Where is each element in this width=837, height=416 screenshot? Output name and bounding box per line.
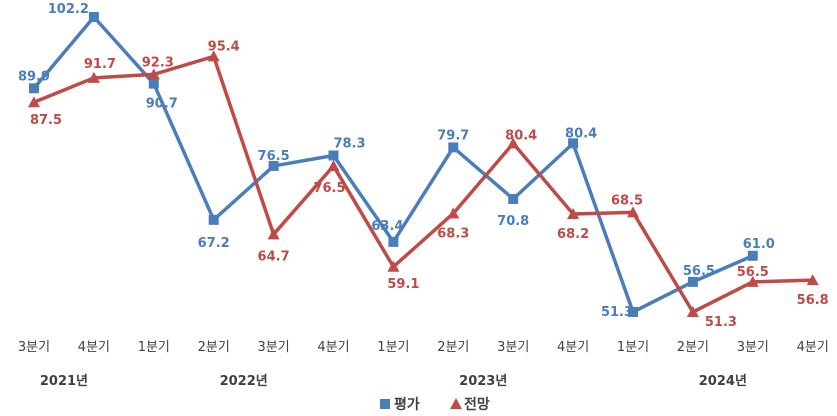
x-tick-label-1: 4분기 xyxy=(78,340,110,355)
x-axis: 3분기 4분기 1분기 2분기 3분기 4분기 1분기 2분기 3분기 4분기 1분기 2분기 3분기 4… xyxy=(18,340,829,389)
point-evaluation-4 xyxy=(268,160,279,171)
data-label-evaluation-10: 51.3 xyxy=(601,305,633,320)
year-label-0: 2021년 xyxy=(40,374,88,389)
point-evaluation-3 xyxy=(208,214,219,225)
x-tick-label-2: 1분기 xyxy=(138,340,170,355)
point-evaluation-2 xyxy=(148,78,159,89)
data-label-evaluation-7: 79.7 xyxy=(437,128,469,143)
point-forecast-9 xyxy=(567,208,580,220)
data-label-evaluation-8: 70.8 xyxy=(497,214,529,229)
point-forecast-1 xyxy=(87,71,100,83)
data-label-forecast-12: 56.5 xyxy=(737,265,769,280)
data-label-forecast-7: 68.3 xyxy=(437,226,469,241)
x-tick-label-12: 3분기 xyxy=(737,340,769,355)
data-label-forecast-4: 64.7 xyxy=(258,249,290,264)
point-evaluation-1 xyxy=(88,12,99,22)
point-forecast-8 xyxy=(507,137,520,149)
data-label-forecast-13: 56.8 xyxy=(797,293,829,308)
x-tick-label-8: 3분기 xyxy=(497,340,529,355)
x-tick-label-13: 4분기 xyxy=(797,340,829,355)
point-forecast-7 xyxy=(447,207,460,219)
data-label-evaluation-12: 61.0 xyxy=(743,237,775,252)
legend: 평가 전망 xyxy=(380,396,490,413)
x-tick-label-3: 2분기 xyxy=(198,340,230,355)
x-tick-label-10: 1분기 xyxy=(617,340,649,355)
year-label-1: 2022년 xyxy=(220,374,268,389)
data-label-evaluation-2: 90.7 xyxy=(146,97,178,112)
data-label-forecast-11: 51.3 xyxy=(705,315,737,330)
data-label-forecast-2: 92.3 xyxy=(142,55,174,70)
point-forecast-12 xyxy=(746,275,759,287)
x-tick-label-4: 3분기 xyxy=(257,340,289,355)
point-forecast-2 xyxy=(147,68,160,80)
point-evaluation-7 xyxy=(448,142,459,153)
point-evaluation-11 xyxy=(687,276,698,287)
point-forecast-13 xyxy=(806,274,819,286)
data-labels: 89.9 102.2 90.7 67.2 76.5 78.3 63.4 79.7 70.8 80.… xyxy=(18,2,829,330)
legend-marker-forecast xyxy=(450,398,462,409)
year-label-2: 2023년 xyxy=(459,374,507,389)
data-label-evaluation-6: 63.4 xyxy=(371,219,403,234)
year-label-3: 2024년 xyxy=(699,374,747,389)
x-tick-label-5: 4분기 xyxy=(317,340,349,355)
point-forecast-3 xyxy=(207,50,220,62)
legend-marker-evaluation xyxy=(380,399,390,409)
legend-label-forecast: 전망 xyxy=(464,396,490,413)
data-label-forecast-6: 59.1 xyxy=(387,277,419,292)
point-forecast-0 xyxy=(28,96,40,108)
series-line-forecast xyxy=(33,54,813,314)
data-label-evaluation-5: 78.3 xyxy=(333,137,365,152)
legend-label-evaluation: 평가 xyxy=(394,396,420,413)
point-evaluation-6 xyxy=(388,236,399,247)
point-forecast-5 xyxy=(327,159,340,171)
point-forecast-11 xyxy=(686,306,699,317)
data-label-forecast-1: 91.7 xyxy=(84,57,116,72)
point-forecast-4 xyxy=(267,228,280,240)
x-tick-label-6: 1분기 xyxy=(377,340,409,355)
data-label-evaluation-4: 76.5 xyxy=(258,149,290,164)
data-label-forecast-10: 68.5 xyxy=(611,193,643,208)
point-evaluation-10 xyxy=(628,307,638,317)
x-tick-label-7: 2분기 xyxy=(437,340,469,355)
point-forecast-10 xyxy=(627,206,639,218)
point-evaluation-0 xyxy=(29,83,39,94)
point-forecast-6 xyxy=(387,260,400,272)
data-label-evaluation-9: 80.4 xyxy=(565,126,597,141)
x-tick-label-11: 2분기 xyxy=(677,340,709,355)
point-evaluation-9 xyxy=(568,138,579,149)
data-label-forecast-5: 76.5 xyxy=(313,181,345,196)
data-label-evaluation-1: 102.2 xyxy=(48,2,89,17)
data-label-forecast-8: 80.4 xyxy=(505,128,537,143)
data-label-evaluation-3: 67.2 xyxy=(198,236,230,251)
data-label-evaluation-11: 56.5 xyxy=(683,264,715,279)
series-markers xyxy=(28,12,819,317)
data-label-forecast-0: 87.5 xyxy=(30,113,62,128)
point-evaluation-12 xyxy=(747,250,758,261)
point-evaluation-8 xyxy=(508,193,519,204)
x-tick-label-9: 4분기 xyxy=(557,340,589,355)
data-label-forecast-9: 68.2 xyxy=(557,227,589,242)
x-tick-label-0: 3분기 xyxy=(18,340,50,355)
data-label-evaluation-0: 89.9 xyxy=(18,69,50,84)
point-evaluation-5 xyxy=(328,150,339,161)
data-label-forecast-3: 95.4 xyxy=(208,39,240,54)
